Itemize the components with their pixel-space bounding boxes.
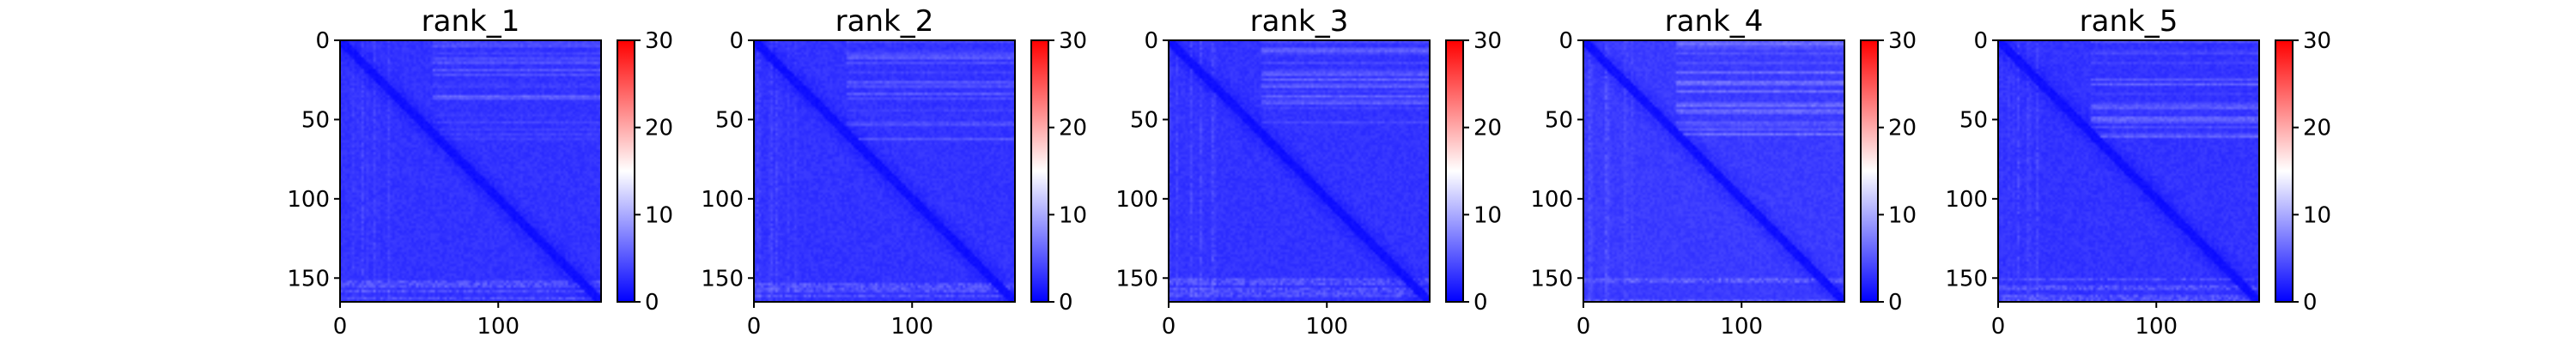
heatmap-image [1998,40,2259,302]
y-tick-label: 100 [287,187,330,213]
colorbar-tick-label: 30 [1059,28,1087,54]
heatmap-frame [1168,39,1431,303]
y-tick-label: 0 [1558,28,1573,54]
colorbar-tick-label: 20 [645,116,673,141]
colorbar [1446,40,1463,302]
heatmap-image [340,40,601,302]
y-tick-label: 150 [287,266,330,292]
x-tick-label: 100 [1720,314,1763,340]
x-tick-label: 100 [1305,314,1348,340]
colorbar-frame [617,39,635,303]
colorbar-tick-label: 20 [2303,116,2331,141]
colorbar [2275,40,2293,302]
colorbar-tick-label: 0 [1473,290,1488,316]
y-tick-label: 150 [1115,266,1158,292]
colorbar-frame [1445,39,1464,303]
colorbar [1031,40,1048,302]
x-tick-label: 0 [1162,314,1176,340]
y-tick-label: 100 [1115,187,1158,213]
panel-title: rank_2 [835,4,934,39]
colorbar-tick-label: 30 [2303,28,2331,54]
colorbar-tick-label: 30 [1888,28,1917,54]
colorbar-tick-label: 0 [1888,290,1903,316]
colorbar [617,40,635,302]
y-tick-label: 100 [1945,187,1988,213]
heatmap-image [1583,40,1844,302]
colorbar-tick-label: 30 [645,28,673,54]
y-tick-label: 0 [729,28,744,54]
panel-title: rank_5 [2080,4,2178,39]
panel-title: rank_4 [1665,4,1764,39]
y-tick-label: 50 [1130,107,1158,133]
y-tick-label: 100 [1530,187,1573,213]
colorbar-tick-label: 20 [1059,116,1087,141]
y-tick-label: 150 [701,266,744,292]
y-tick-label: 50 [1545,107,1573,133]
colorbar-frame [1030,39,1049,303]
y-tick-label: 50 [715,107,744,133]
colorbar-tick-label: 0 [2303,290,2318,316]
heatmap-frame [339,39,602,303]
heatmap-frame [753,39,1016,303]
x-tick-label: 100 [477,314,519,340]
colorbar-frame [1860,39,1879,303]
colorbar-tick-label: 10 [1888,202,1917,228]
y-tick-label: 150 [1945,266,1988,292]
colorbar-tick-label: 0 [1059,290,1073,316]
colorbar [1861,40,1878,302]
colorbar-frame [2275,39,2293,303]
heatmap-image [754,40,1015,302]
x-tick-label: 0 [1991,314,2006,340]
colorbar-tick-label: 20 [1473,116,1502,141]
colorbar-tick-label: 20 [1888,116,1917,141]
x-tick-label: 0 [333,314,348,340]
colorbar-tick-label: 30 [1473,28,1502,54]
heatmap-frame [1997,39,2260,303]
colorbar-tick-label: 10 [645,202,673,228]
x-tick-label: 100 [890,314,933,340]
heatmap-frame [1583,39,1845,303]
y-tick-label: 50 [301,107,330,133]
colorbar-tick-label: 0 [645,290,659,316]
x-tick-label: 100 [2135,314,2178,340]
y-tick-label: 100 [701,187,744,213]
x-tick-label: 0 [747,314,762,340]
y-tick-label: 50 [1959,107,1988,133]
x-tick-label: 0 [1577,314,1591,340]
y-tick-label: 0 [1144,28,1158,54]
colorbar-tick-label: 10 [1059,202,1087,228]
heatmap-image [1169,40,1430,302]
panel-title: rank_1 [422,4,520,39]
y-tick-label: 150 [1530,266,1573,292]
panel-title: rank_3 [1250,4,1349,39]
colorbar-tick-label: 10 [2303,202,2331,228]
y-tick-label: 0 [315,28,330,54]
y-tick-label: 0 [1973,28,1988,54]
colorbar-tick-label: 10 [1473,202,1502,228]
